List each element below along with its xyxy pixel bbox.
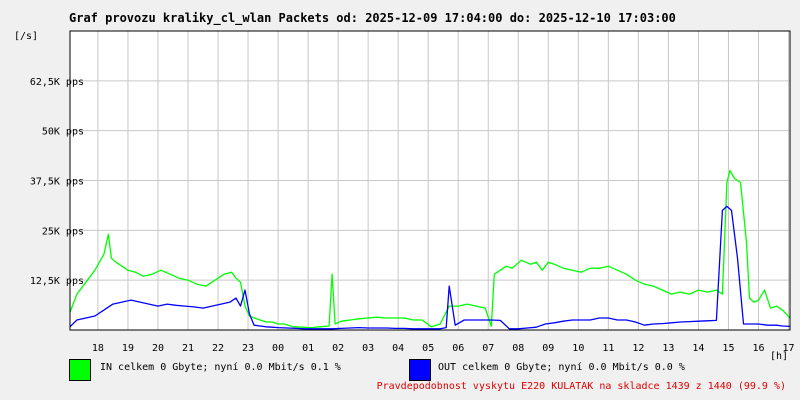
x-tick-label: 16 xyxy=(752,343,764,354)
x-unit-label: [h] xyxy=(770,351,789,362)
y-tick-label: 50K pps xyxy=(42,127,84,138)
x-tick-label: 01 xyxy=(302,343,314,354)
x-tick-label: 14 xyxy=(692,343,704,354)
plot-border xyxy=(69,30,791,331)
x-tick-label: 15 xyxy=(722,343,734,354)
chart-title: Graf provozu kraliky_cl_wlan Packets od:… xyxy=(69,11,676,25)
x-tick-label: 04 xyxy=(392,343,404,354)
y-tick-label: 37,5K pps xyxy=(30,177,84,188)
x-tick-label: 12 xyxy=(632,343,644,354)
x-tick-label: 13 xyxy=(662,343,674,354)
series-line-in xyxy=(69,169,791,329)
x-tick-label: 19 xyxy=(122,343,134,354)
x-tick-label: 20 xyxy=(152,343,164,354)
y-unit-label: [/s] xyxy=(14,31,39,42)
x-tick-label: 00 xyxy=(272,343,284,354)
legend-out-swatch xyxy=(409,359,431,381)
x-tick-label: 18 xyxy=(92,343,104,354)
series-line-out xyxy=(69,205,791,330)
y-tick-label: 25K pps xyxy=(42,226,84,237)
x-tick-label: 03 xyxy=(362,343,374,354)
y-tick-label: 62,5K pps xyxy=(30,77,84,88)
x-tick-label: 10 xyxy=(572,343,584,354)
legend-in-text: IN celkem 0 Gbyte; nyní 0.0 Mbit/s 0.1 % xyxy=(100,362,341,373)
x-tick-label: 08 xyxy=(512,343,524,354)
x-tick-label: 05 xyxy=(422,343,434,354)
x-tick-label: 22 xyxy=(212,343,224,354)
y-tick-label: 12,5K pps xyxy=(30,276,84,287)
footnote: Pravdepodobnost vyskytu E220 KULATAK na … xyxy=(376,381,786,392)
x-tick-label: 21 xyxy=(182,343,194,354)
x-tick-label: 02 xyxy=(332,343,344,354)
x-tick-label: 09 xyxy=(542,343,554,354)
x-tick-label: 11 xyxy=(602,343,614,354)
x-tick-label: 23 xyxy=(242,343,254,354)
x-tick-label: 17 xyxy=(782,343,794,354)
x-tick-label: 07 xyxy=(482,343,494,354)
legend-out-text: OUT celkem 0 Gbyte; nyní 0.0 Mbit/s 0.0 … xyxy=(438,362,685,373)
legend-in-swatch xyxy=(69,359,91,381)
x-tick-label: 06 xyxy=(452,343,464,354)
